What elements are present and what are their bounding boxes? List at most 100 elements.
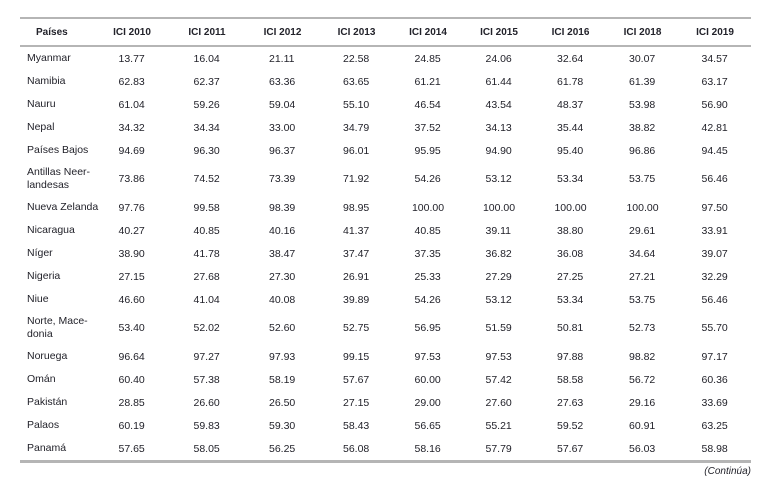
value-cell: 34.32 — [95, 116, 169, 139]
value-cell: 59.04 — [245, 93, 320, 116]
value-cell: 60.91 — [606, 414, 679, 437]
value: 57.42 — [485, 373, 512, 386]
col-header-ici-2014: ICI 2014 — [393, 18, 463, 47]
value: 56.95 — [414, 322, 441, 334]
value: 100.00 — [411, 201, 445, 214]
value: 59.83 — [193, 419, 220, 432]
country-label: Países Bajos — [27, 144, 89, 156]
country-cell: Myanmar — [20, 46, 95, 70]
value: 96.37 — [269, 144, 296, 157]
value: 38.82 — [629, 121, 656, 134]
table-row: Países Bajos 94.69 96.30 96.37 96.01 95.95 94.… — [20, 139, 751, 162]
value: 27.30 — [269, 270, 296, 283]
country-label: Nigeria — [27, 270, 61, 282]
value-cell: 97.53 — [393, 345, 463, 368]
country-cell: Omán — [20, 368, 95, 391]
value-cell: 100.00 — [606, 196, 679, 219]
value: 22.58 — [343, 52, 370, 65]
country-label: Nauru — [27, 98, 56, 110]
value-cell: 30.07 — [606, 46, 679, 70]
value: 59.52 — [557, 419, 584, 432]
table-row: Norte, Mace-donia 53.40 52.02 52.60 52.75 56.… — [20, 311, 751, 345]
value: 33.69 — [701, 396, 728, 409]
value-cell: 98.39 — [245, 196, 320, 219]
value-cell: 35.44 — [535, 116, 606, 139]
continuation-note: (Continúa) — [704, 466, 751, 477]
value-cell: 43.54 — [463, 93, 535, 116]
value: 33.91 — [701, 224, 728, 237]
value: 33.00 — [269, 121, 296, 134]
value-cell: 53.40 — [95, 311, 169, 345]
value-cell: 27.63 — [535, 391, 606, 414]
value: 53.75 — [629, 173, 656, 185]
value: 36.08 — [557, 247, 584, 260]
value: 60.19 — [118, 419, 145, 432]
value: 35.44 — [557, 121, 584, 134]
value: 27.15 — [118, 270, 145, 283]
value-cell: 41.78 — [169, 242, 245, 265]
value-cell: 97.93 — [245, 345, 320, 368]
country-label: Namibia — [27, 75, 66, 87]
value: 34.79 — [343, 121, 370, 134]
value-cell: 53.98 — [606, 93, 679, 116]
value-cell: 95.95 — [393, 139, 463, 162]
value-cell: 27.15 — [320, 391, 393, 414]
value: 97.50 — [701, 201, 728, 214]
value-cell: 97.50 — [679, 196, 751, 219]
table-row: Myanmar 13.77 16.04 21.11 22.58 24.85 24.06 32.… — [20, 46, 751, 70]
value: 40.85 — [414, 224, 441, 237]
value: 48.37 — [557, 98, 584, 111]
value-cell: 56.65 — [393, 414, 463, 437]
value-cell: 52.73 — [606, 311, 679, 345]
value: 100.00 — [626, 201, 659, 214]
value: 58.05 — [193, 442, 220, 455]
value-cell: 33.69 — [679, 391, 751, 414]
value-cell: 27.25 — [535, 265, 606, 288]
value-cell: 94.90 — [463, 139, 535, 162]
value-cell: 56.25 — [245, 437, 320, 462]
value-cell: 74.52 — [169, 162, 245, 196]
value: 61.44 — [485, 75, 512, 88]
value-cell: 61.44 — [463, 70, 535, 93]
value-cell: 29.00 — [393, 391, 463, 414]
value-cell: 58.43 — [320, 414, 393, 437]
value-cell: 61.78 — [535, 70, 606, 93]
value: 53.34 — [557, 173, 584, 185]
value-cell: 40.08 — [245, 288, 320, 311]
value-cell: 71.92 — [320, 162, 393, 196]
value: 40.16 — [269, 224, 296, 237]
value: 26.60 — [193, 396, 220, 409]
value: 42.81 — [701, 121, 728, 134]
value-cell: 73.39 — [245, 162, 320, 196]
country-cell: Nueva Zelanda — [20, 196, 98, 219]
value-cell: 28.85 — [95, 391, 169, 414]
value-cell: 56.90 — [679, 93, 751, 116]
value: 97.53 — [485, 350, 512, 363]
value: 59.30 — [269, 419, 296, 432]
value-cell: 34.34 — [169, 116, 245, 139]
value-cell: 40.85 — [393, 219, 463, 242]
value-cell: 97.88 — [535, 345, 606, 368]
value-cell: 52.75 — [320, 311, 393, 345]
value-cell: 50.81 — [535, 311, 606, 345]
value-cell: 63.36 — [245, 70, 320, 93]
value: 54.26 — [414, 293, 441, 306]
value: 41.37 — [343, 224, 370, 237]
country-cell: Nigeria — [20, 265, 95, 288]
value: 71.92 — [343, 173, 370, 185]
value-cell: 58.58 — [535, 368, 606, 391]
value-cell: 56.03 — [606, 437, 679, 462]
col-header-ici-2019: ICI 2019 — [679, 18, 751, 47]
value-cell: 57.42 — [463, 368, 535, 391]
table-row: Namibia 62.83 62.37 63.36 63.65 61.21 61.44 61.… — [20, 70, 751, 93]
value-cell: 61.39 — [606, 70, 679, 93]
value: 97.88 — [557, 350, 584, 363]
table-row: Noruega 96.64 97.27 97.93 99.15 97.53 97.53 97.… — [20, 345, 751, 368]
value: 50.81 — [557, 322, 584, 334]
value: 94.90 — [485, 144, 512, 157]
value-cell: 96.64 — [95, 345, 169, 368]
country-cell: Antillas Neer-landesas — [20, 162, 95, 196]
value-cell: 34.57 — [679, 46, 751, 70]
value: 53.40 — [118, 322, 145, 334]
table-header-row: Países ICI 2010 ICI 2011 ICI 2012 ICI 20… — [20, 18, 751, 47]
